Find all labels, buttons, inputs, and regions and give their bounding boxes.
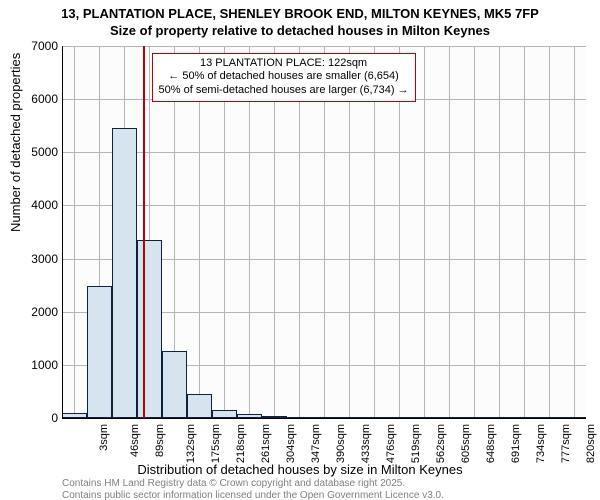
x-tick-label: 261sqm bbox=[260, 424, 272, 463]
y-tick-label: 4000 bbox=[31, 198, 58, 212]
credits-line-1: Contains HM Land Registry data © Crown c… bbox=[62, 478, 405, 491]
histogram-bar bbox=[112, 128, 137, 418]
y-tick-label: 6000 bbox=[31, 92, 58, 106]
x-tick-label: 605sqm bbox=[460, 424, 472, 463]
grid-line bbox=[524, 46, 525, 418]
x-tick-label: 347sqm bbox=[310, 424, 322, 463]
grid-line bbox=[74, 46, 75, 418]
annotation-line-1: 13 PLANTATION PLACE: 122sqm bbox=[159, 57, 409, 71]
y-tick-label: 7000 bbox=[31, 39, 58, 53]
grid-line bbox=[574, 46, 575, 418]
histogram-bar bbox=[187, 394, 212, 418]
x-tick-label: 218sqm bbox=[235, 424, 247, 463]
grid-line bbox=[474, 46, 475, 418]
y-axis-label: Number of detached properties bbox=[8, 53, 23, 232]
x-tick-label: 820sqm bbox=[585, 424, 597, 463]
x-tick-label: 175sqm bbox=[210, 424, 222, 463]
x-tick-label: 734sqm bbox=[535, 424, 547, 463]
histogram-bar bbox=[87, 286, 112, 418]
title-line-1: 13, PLANTATION PLACE, SHENLEY BROOK END,… bbox=[0, 6, 600, 23]
x-tick-label: 46sqm bbox=[129, 424, 141, 457]
y-tick-label: 0 bbox=[51, 411, 58, 425]
x-tick-label: 648sqm bbox=[485, 424, 497, 463]
x-tick-label: 304sqm bbox=[285, 424, 297, 463]
grid-line bbox=[424, 46, 425, 418]
annotation-box: 13 PLANTATION PLACE: 122sqm← 50% of deta… bbox=[152, 53, 416, 102]
x-tick-label: 390sqm bbox=[335, 424, 347, 463]
x-tick-label: 476sqm bbox=[385, 424, 397, 463]
histogram-bar bbox=[162, 351, 187, 418]
x-axis-label: Distribution of detached houses by size … bbox=[0, 462, 600, 477]
chart-container: 13, PLANTATION PLACE, SHENLEY BROOK END,… bbox=[0, 0, 600, 500]
title-line-2: Size of property relative to detached ho… bbox=[0, 23, 600, 40]
x-tick-label: 562sqm bbox=[435, 424, 447, 463]
marker-line bbox=[143, 46, 145, 418]
x-tick-label: 691sqm bbox=[510, 424, 522, 463]
x-tick-label: 89sqm bbox=[154, 424, 166, 457]
grid-line bbox=[549, 46, 550, 418]
x-tick-label: 3sqm bbox=[98, 424, 110, 451]
annotation-line-3: 50% of semi-detached houses are larger (… bbox=[159, 84, 409, 98]
y-tick-label: 5000 bbox=[31, 145, 58, 159]
grid-line bbox=[499, 46, 500, 418]
annotation-line-2: ← 50% of detached houses are smaller (6,… bbox=[159, 70, 409, 84]
y-tick-label: 1000 bbox=[31, 358, 58, 372]
y-tick-label: 3000 bbox=[31, 252, 58, 266]
grid-line bbox=[449, 46, 450, 418]
x-tick-label: 519sqm bbox=[410, 424, 422, 463]
credits-line-2: Contains public sector information licen… bbox=[62, 490, 444, 500]
x-tick-label: 132sqm bbox=[185, 424, 197, 463]
y-axis-line bbox=[62, 46, 63, 418]
x-tick-label: 433sqm bbox=[360, 424, 372, 463]
histogram-bar bbox=[212, 410, 237, 418]
histogram-bar bbox=[137, 240, 162, 418]
plot-area: 13 PLANTATION PLACE: 122sqm← 50% of deta… bbox=[62, 46, 586, 418]
y-tick-label: 2000 bbox=[31, 305, 58, 319]
x-axis-line bbox=[62, 418, 586, 419]
x-tick-label: 777sqm bbox=[560, 424, 572, 463]
